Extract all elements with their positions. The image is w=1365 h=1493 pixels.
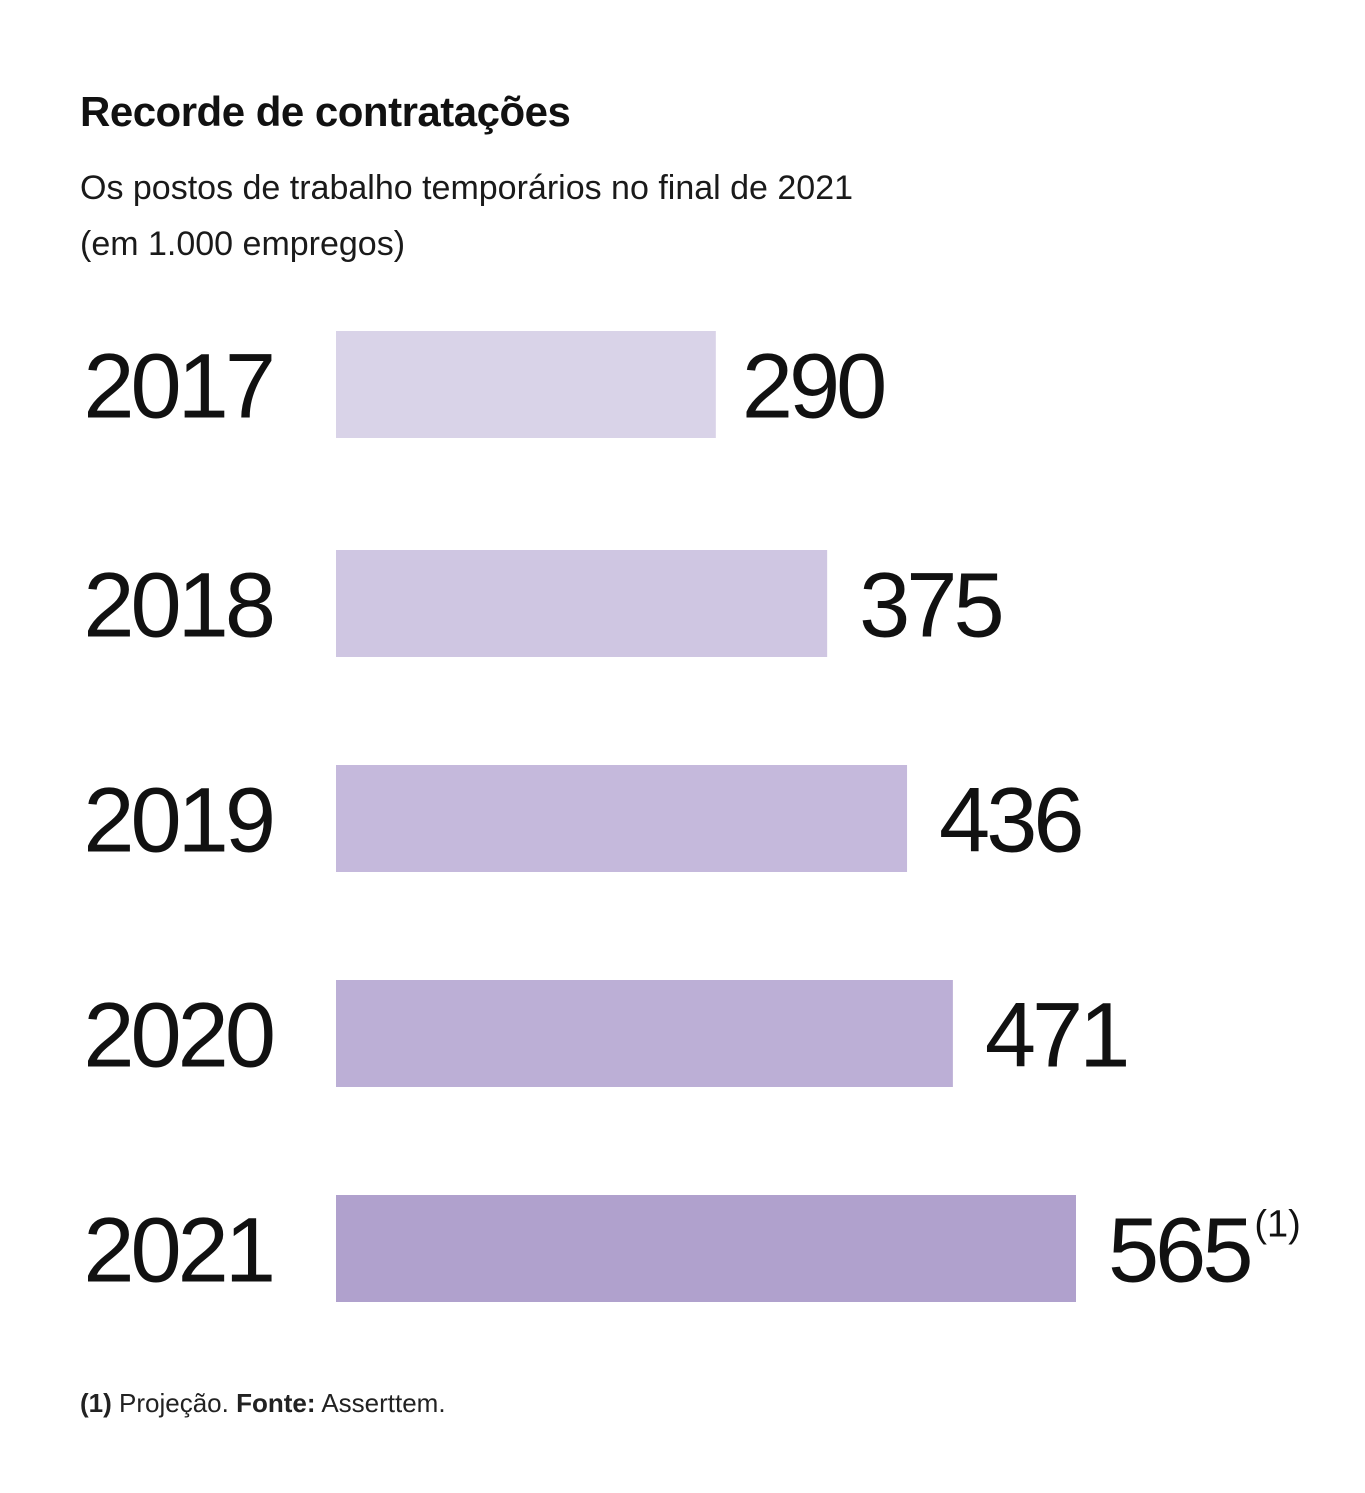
chart-subtitle: Os postos de trabalho temporários no fin… bbox=[80, 160, 1080, 272]
footnote-note: Projeção. bbox=[119, 1388, 229, 1418]
value-label: 290 bbox=[742, 336, 884, 438]
subtitle-line-2: (em 1.000 empregos) bbox=[80, 225, 406, 263]
year-label: 2018 bbox=[83, 555, 272, 657]
footnote-source: Asserttem. bbox=[321, 1388, 446, 1418]
year-label: 2020 bbox=[83, 985, 272, 1087]
year-label: 2019 bbox=[83, 770, 272, 872]
value-label: 436 bbox=[939, 770, 1081, 872]
bar-2017 bbox=[336, 331, 716, 438]
bar-2021 bbox=[336, 1195, 1076, 1302]
footnote-source-label: Fonte: bbox=[236, 1388, 316, 1418]
year-label: 2017 bbox=[83, 336, 272, 438]
value-label: 565 bbox=[1108, 1200, 1250, 1302]
subtitle-line-1: Os postos de trabalho temporários no fin… bbox=[80, 169, 854, 207]
value-label: 375 bbox=[859, 555, 1001, 657]
value-note: (1) bbox=[1254, 1204, 1300, 1246]
chart-title: Recorde de contratações bbox=[80, 88, 571, 135]
bar-2019 bbox=[336, 765, 908, 872]
value-label: 471 bbox=[985, 985, 1127, 1087]
bar-2018 bbox=[336, 550, 828, 657]
year-label: 2021 bbox=[83, 1200, 272, 1302]
footnote-marker: (1) bbox=[80, 1388, 112, 1418]
bar-2020 bbox=[336, 980, 953, 1087]
footnote: (1) Projeção. Fonte: Asserttem. bbox=[80, 1388, 446, 1419]
